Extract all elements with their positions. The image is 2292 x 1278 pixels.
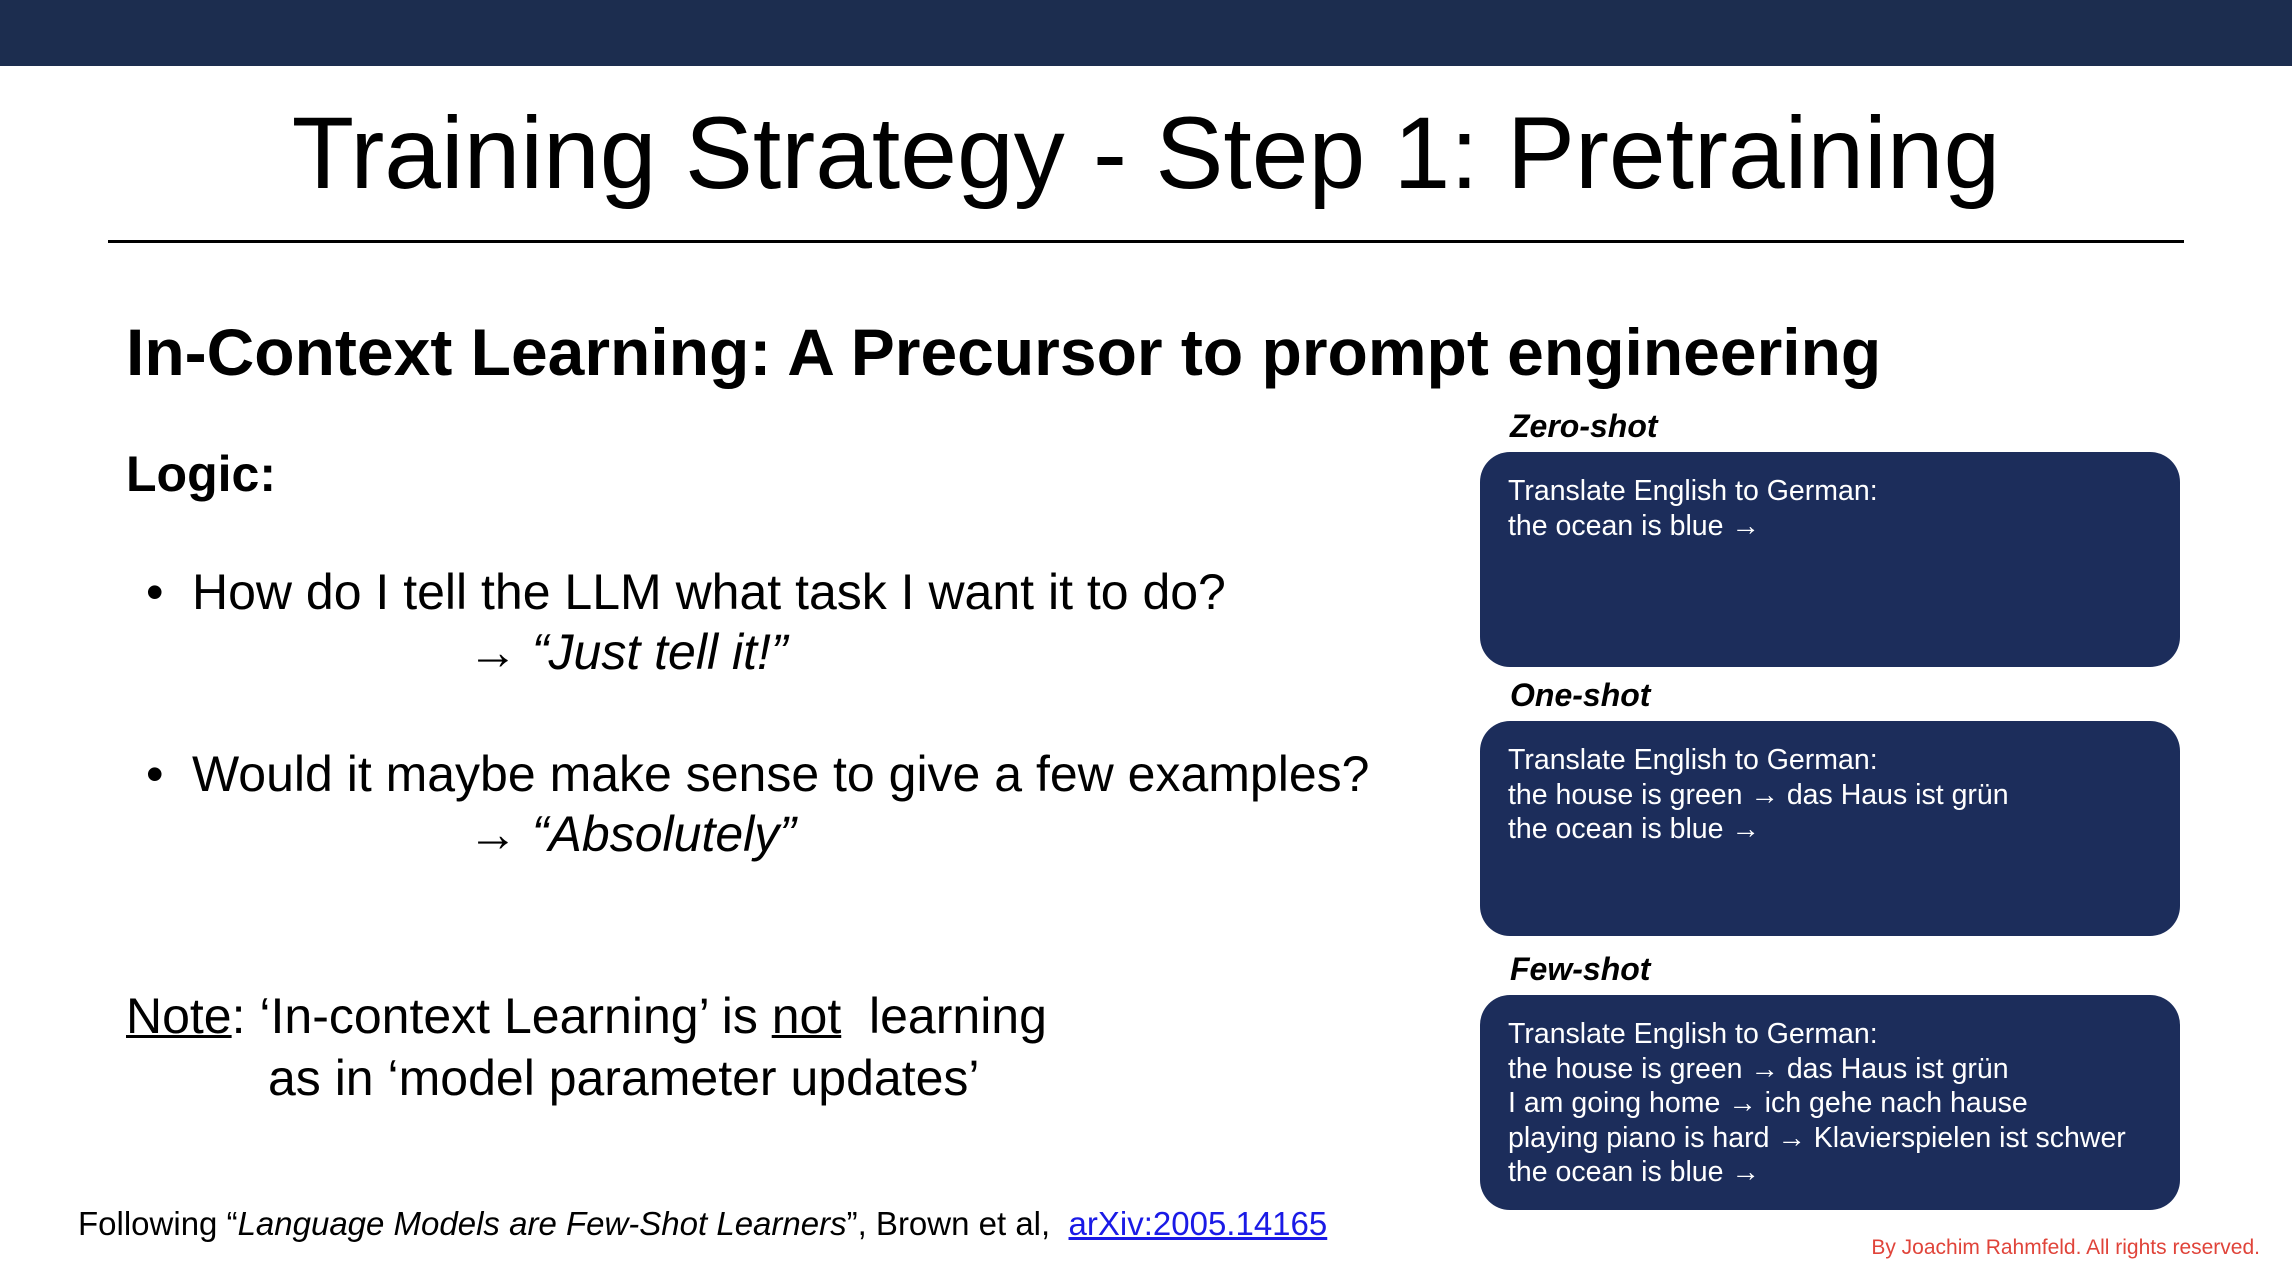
prompt-line: the ocean is blue → xyxy=(1508,813,1760,845)
top-bar xyxy=(0,0,2292,66)
note-text-end: learning xyxy=(841,988,1047,1044)
paper-title: Language Models are Few-Shot Learners xyxy=(237,1205,847,1242)
slide-subtitle: In-Context Learning: A Precursor to prom… xyxy=(126,315,1882,389)
prompt-line: the house is green → das Haus ist grün xyxy=(1508,778,2009,811)
note-emphasis: not xyxy=(771,988,842,1044)
note-line-1: Note: ‘In-context Learning’ is not learn… xyxy=(126,986,1047,1046)
prompt-line: the ocean is blue → xyxy=(1508,509,1760,542)
title-divider xyxy=(108,240,2184,243)
answer-text: “Just tell it!” xyxy=(531,624,788,680)
bullet-answer-2: → “Absolutely” xyxy=(468,804,796,864)
zero-shot-prompt-box: Translate English to German: the ocean i… xyxy=(1480,452,2180,667)
arrow-icon: → xyxy=(468,624,518,680)
bullet-text: How do I tell the LLM what task I want i… xyxy=(192,564,1226,620)
prompt-line: playing piano is hard → Klavierspielen i… xyxy=(1508,1121,2126,1154)
one-shot-label: One-shot xyxy=(1510,677,1651,713)
logic-label: Logic: xyxy=(126,446,276,502)
arrow-icon: → xyxy=(468,806,518,862)
prompt-line: Translate English to German: xyxy=(1508,744,1878,776)
zero-shot-label: Zero-shot xyxy=(1510,408,1658,444)
bullet-question-2: • Would it maybe make sense to give a few… xyxy=(146,744,1369,804)
prompt-line: Translate English to German: xyxy=(1508,1018,1878,1050)
prompt-line: Translate English to German: xyxy=(1508,475,1878,507)
citation-footer: Following “Language Models are Few-Shot … xyxy=(78,1202,1327,1246)
citation-suffix: ”, Brown et al, xyxy=(846,1205,1069,1242)
bullet-dot: • xyxy=(146,746,164,802)
prompt-line: the ocean is blue → xyxy=(1508,1156,1760,1188)
bullet-text: Would it maybe make sense to give a few … xyxy=(192,746,1370,802)
note-label: Note xyxy=(126,988,232,1044)
one-shot-prompt-box: Translate English to German: the house i… xyxy=(1480,721,2180,936)
bullet-question-1: • How do I tell the LLM what task I want … xyxy=(146,562,1226,622)
copyright-notice: By Joachim Rahmfeld. All rights reserved… xyxy=(1871,1236,2260,1259)
few-shot-label: Few-shot xyxy=(1510,951,1651,987)
arxiv-link[interactable]: arXiv:2005.14165 xyxy=(1068,1205,1328,1242)
prompt-line: the house is green → das Haus ist grün xyxy=(1508,1052,2009,1085)
prompt-line: I am going home → ich gehe nach hause xyxy=(1508,1087,2028,1119)
bullet-dot: • xyxy=(146,564,164,620)
citation-prefix: Following “ xyxy=(78,1205,238,1242)
few-shot-prompt-box: Translate English to German: the house i… xyxy=(1480,995,2180,1210)
note-text: : ‘In-context Learning’ is xyxy=(231,988,772,1044)
answer-text: “Absolutely” xyxy=(531,806,796,862)
note-line-2: as in ‘model parameter updates’ xyxy=(268,1050,980,1106)
slide-title: Training Strategy - Step 1: Pretraining xyxy=(291,96,2001,210)
bullet-answer-1: → “Just tell it!” xyxy=(468,622,788,682)
